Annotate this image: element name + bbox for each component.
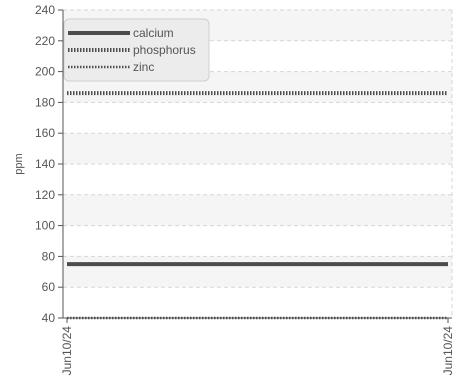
x-tick-label: Jun10/24 bbox=[60, 326, 74, 376]
grid-band bbox=[63, 194, 452, 226]
grid-band bbox=[63, 133, 452, 164]
y-tick-label: 200 bbox=[35, 65, 55, 79]
series-lines bbox=[67, 91, 448, 320]
y-axis-label: ppm bbox=[13, 153, 25, 174]
grid-lines bbox=[63, 9, 453, 318]
y-tick-label: 240 bbox=[35, 3, 55, 17]
legend-items: calcium phosphorus zinc bbox=[68, 26, 196, 74]
y-tick-label: 60 bbox=[42, 280, 56, 294]
x-tick-label: Jun10/24 bbox=[441, 326, 455, 376]
legend-label-zinc: zinc bbox=[133, 60, 154, 74]
y-tick-label: 80 bbox=[42, 249, 56, 263]
y-tick-label: 220 bbox=[35, 34, 55, 48]
grid-band bbox=[63, 256, 452, 288]
y-axis-ticks: 40 60 80 100 120 140 160 180 200 220 240 bbox=[35, 3, 63, 325]
legend: calcium phosphorus zinc bbox=[63, 18, 210, 82]
legend-label-calcium: calcium bbox=[133, 26, 174, 40]
legend-label-phosphorus: phosphorus bbox=[133, 43, 196, 57]
y-tick-label: 120 bbox=[35, 188, 55, 202]
x-axis-ticks: Jun10/24 Jun10/24 bbox=[60, 318, 455, 375]
y-tick-label: 160 bbox=[35, 126, 55, 140]
y-tick-label: 180 bbox=[35, 95, 55, 109]
y-tick-label: 100 bbox=[35, 219, 55, 233]
y-tick-label: 140 bbox=[35, 157, 55, 171]
y-tick-label: 40 bbox=[42, 311, 56, 325]
